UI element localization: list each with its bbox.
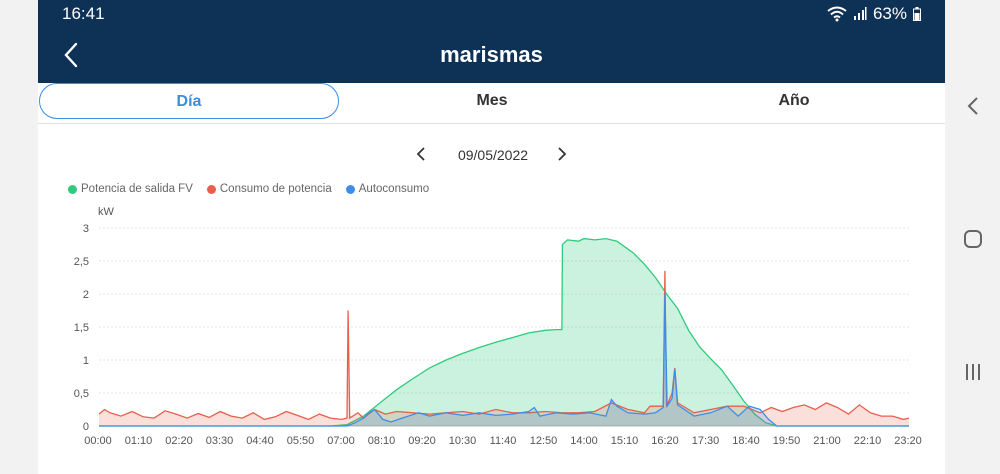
legend-label: Autoconsumo	[358, 183, 430, 195]
x-tick-label: 12:50	[530, 435, 558, 447]
x-tick-label: 09:20	[408, 435, 436, 447]
x-tick-label: 14:00	[570, 435, 598, 447]
legend-label: Potencia de salida FV	[81, 183, 193, 195]
status-time: 16:41	[62, 4, 105, 23]
legend-dot-icon	[68, 184, 77, 194]
period-tabs: Día Mes Año	[38, 83, 945, 124]
x-tick-label: 21:00	[813, 435, 841, 447]
status-icons: 63%	[827, 4, 921, 24]
date-selector: 09/05/2022	[38, 140, 945, 168]
app-header: 16:41 63% marismas	[38, 0, 945, 83]
legend-label: Consumo de potencia	[219, 183, 332, 195]
x-tick-label: 16:20	[651, 435, 679, 447]
y-tick-label: 0,5	[74, 388, 89, 400]
date-label: 09/05/2022	[457, 147, 529, 163]
series-consumo-line	[98, 270, 910, 421]
chart-legend: Potencia de salida FV Consumo de potenci…	[68, 181, 429, 197]
y-tick-label: 1	[83, 355, 89, 367]
x-tick-label: 19:50	[773, 435, 801, 447]
series-pv-area	[99, 238, 909, 426]
nav-recents-icon[interactable]	[959, 358, 987, 386]
y-tick-label: 3	[83, 223, 89, 235]
tab-dia[interactable]: Día	[39, 83, 339, 119]
x-tick-label: 02:20	[165, 435, 193, 447]
y-tick-label: 2	[83, 289, 89, 301]
y-tick-label: 2,5	[74, 256, 89, 268]
y-tick-label: 1,5	[74, 322, 89, 334]
x-tick-label: 03:30	[206, 435, 234, 447]
x-tick-label: 18:40	[732, 435, 760, 447]
legend-item-pv[interactable]: Potencia de salida FV	[68, 181, 193, 197]
y-axis-unit: kW	[98, 206, 115, 218]
battery-percent: 63%	[872, 4, 907, 23]
nav-home-icon[interactable]	[959, 225, 987, 253]
x-tick-label: 00:00	[84, 435, 112, 447]
page-title: marismas	[440, 42, 543, 67]
signal-icon	[853, 7, 867, 20]
nav-back-icon[interactable]	[959, 92, 987, 120]
x-tick-label: 01:10	[125, 435, 153, 447]
legend-dot-icon	[345, 184, 355, 194]
power-chart: kW 0 0,5 1 1,5 2 2,5 3 00:00 01:10 02:20 03:30 04:40…	[74, 206, 922, 447]
x-tick-label: 11:40	[490, 435, 517, 447]
system-nav-bar	[945, 0, 1000, 474]
series-pv-line	[99, 237, 909, 427]
wifi-icon	[827, 6, 847, 22]
x-tick-label: 17:30	[692, 435, 720, 447]
x-tick-label: 10:30	[449, 435, 477, 447]
tab-mes[interactable]: Mes	[476, 92, 508, 109]
battery-icon	[913, 7, 921, 21]
x-tick-label: 07:00	[327, 435, 355, 447]
x-tick-label: 05:50	[287, 435, 315, 447]
legend-item-consumo[interactable]: Consumo de potencia	[206, 181, 332, 197]
x-tick-label: 04:40	[246, 435, 274, 447]
x-tick-label: 15:10	[611, 435, 639, 447]
series-consumo-area	[99, 270, 909, 426]
back-arrow-icon[interactable]	[60, 40, 84, 70]
x-tick-label: 08:10	[368, 435, 396, 447]
x-tick-label: 23:20	[894, 435, 922, 447]
legend-item-auto[interactable]: Autoconsumo	[345, 181, 430, 197]
chevron-right-icon[interactable]	[553, 144, 571, 164]
chevron-left-icon[interactable]	[412, 144, 430, 164]
app-screen: 16:41 63% marismas Día Mes Año	[38, 0, 945, 474]
series-autoconsumo-line	[99, 293, 909, 427]
legend-dot-icon	[206, 184, 216, 194]
y-tick-label: 0	[83, 421, 89, 433]
x-tick-label: 22:10	[854, 435, 882, 447]
tab-ano[interactable]: Año	[778, 92, 810, 109]
